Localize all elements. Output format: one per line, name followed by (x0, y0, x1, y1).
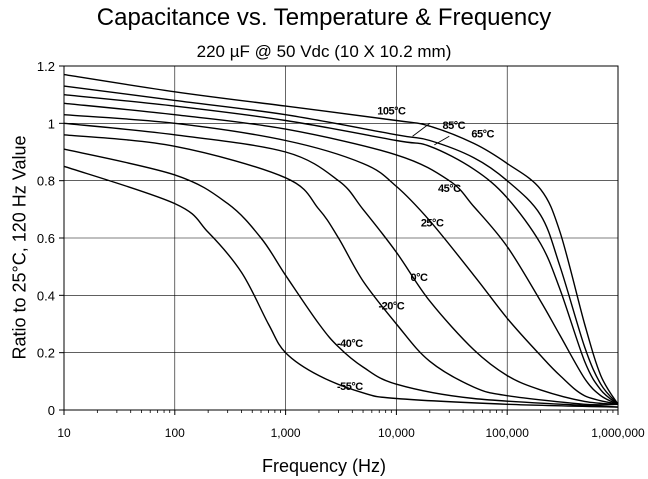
x-tick-label: 10,000 (378, 426, 415, 440)
series-line-8 (63, 165, 619, 408)
curve-label: 105°C (377, 106, 406, 118)
y-tick-label: 0.2 (37, 346, 55, 361)
y-tick-label: 0 (48, 403, 55, 418)
x-tick-label: 100,000 (486, 426, 530, 440)
series-line-5 (63, 122, 619, 405)
series-line-4 (63, 114, 619, 405)
curve-label: -20°C (378, 301, 404, 313)
curve-label: -55°C (337, 381, 363, 393)
curve-label: 25°C (421, 218, 444, 230)
y-tick-label: 1 (48, 116, 55, 131)
series-line-0 (63, 73, 619, 405)
curve-label: 0°C (411, 272, 429, 284)
curve-label: 65°C (471, 129, 494, 141)
x-tick-label: 10 (57, 426, 71, 440)
x-tick-label: 1,000 (271, 426, 301, 440)
series-line-1 (63, 85, 619, 405)
y-tick-label: 1.2 (37, 59, 55, 74)
y-tick-label: 0.4 (37, 288, 55, 303)
curve-label: 85°C (443, 120, 466, 132)
x-axis-label: Frequency (Hz) (261, 456, 387, 476)
curve-label: 45°C (438, 183, 461, 195)
series-line-3 (63, 102, 619, 405)
x-tick-label: 1,000,000 (591, 426, 645, 440)
series-line-2 (63, 94, 619, 405)
series-line-6 (63, 134, 619, 406)
chart-title: Capacitance vs. Temperature & Frequency (96, 4, 552, 31)
series-line-7 (63, 148, 619, 408)
label-pointer (434, 135, 450, 146)
y-tick-label: 0.6 (37, 231, 55, 246)
x-tick-label: 100 (165, 426, 185, 440)
y-tick-label: 0.8 (37, 174, 55, 189)
chart-subtitle: 220 µF @ 50 Vdc (10 X 10.2 mm) (196, 42, 452, 61)
curve-label: -40°C (337, 338, 363, 350)
label-pointer (412, 122, 431, 137)
